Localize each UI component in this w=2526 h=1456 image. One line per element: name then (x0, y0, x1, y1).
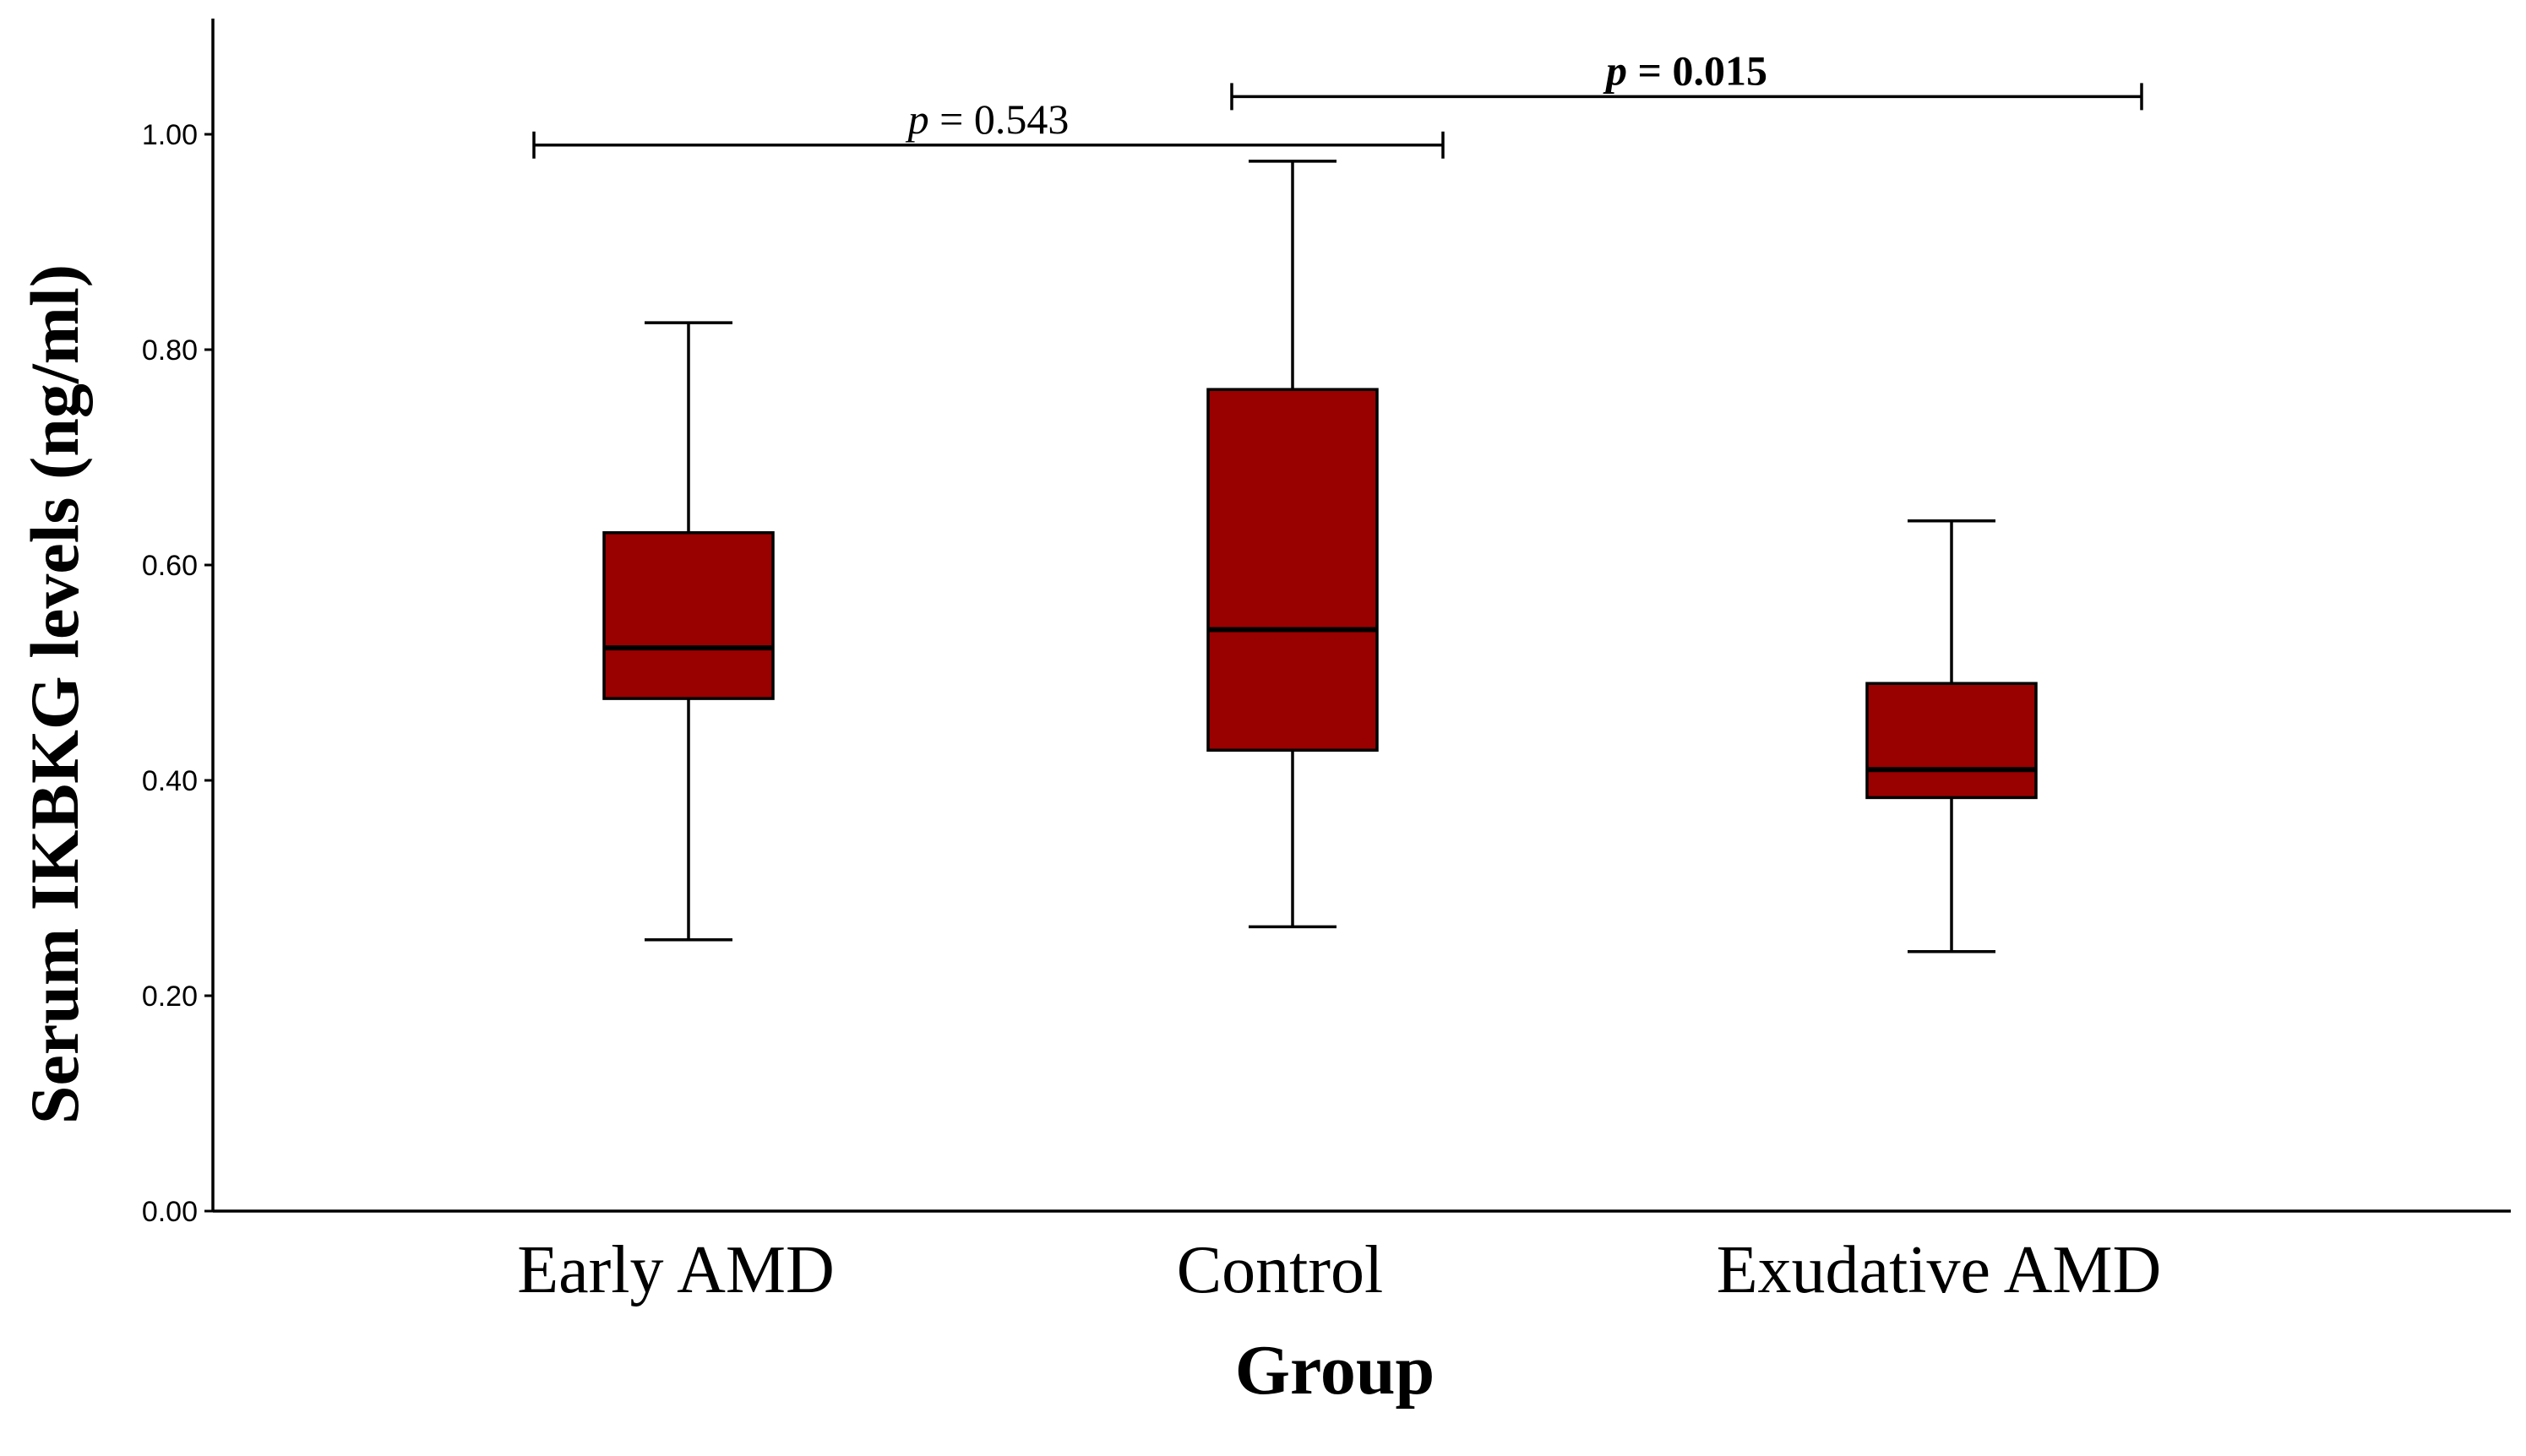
significance-bracket: p = 0.543 (532, 95, 1445, 159)
x-category-label: Control (1177, 1233, 1383, 1307)
iqr-box (1865, 682, 2038, 800)
y-tick-label: 0.40 (142, 765, 198, 797)
p-value-text: = 0.015 (1627, 46, 1767, 94)
iqr-box (1206, 388, 1379, 752)
significance-bracket: p = 0.015 (1230, 46, 2143, 111)
box-group (1865, 519, 2038, 953)
x-axis-title: Group (1235, 1331, 1435, 1410)
p-symbol: p (1603, 46, 1627, 94)
box-group (602, 321, 775, 942)
x-category-label: Early AMD (517, 1233, 835, 1307)
y-tick-label: 0.60 (142, 550, 198, 582)
p-value-label: p = 0.015 (1603, 46, 1767, 94)
y-axis-title: Serum IKBKG levels (ng/ml) (16, 264, 93, 1124)
x-category-label: Exudative AMD (1717, 1233, 2162, 1307)
p-value-text: = 0.543 (929, 95, 1070, 143)
y-tick-label: 1.00 (142, 119, 198, 151)
p-symbol: p (906, 95, 929, 143)
iqr-box (602, 531, 775, 700)
y-tick-label: 0.20 (142, 981, 198, 1013)
y-tick-label: 0.00 (142, 1196, 198, 1228)
y-tick-label: 0.80 (142, 334, 198, 367)
p-value-label: p = 0.543 (906, 95, 1070, 143)
box-group (1206, 160, 1379, 929)
